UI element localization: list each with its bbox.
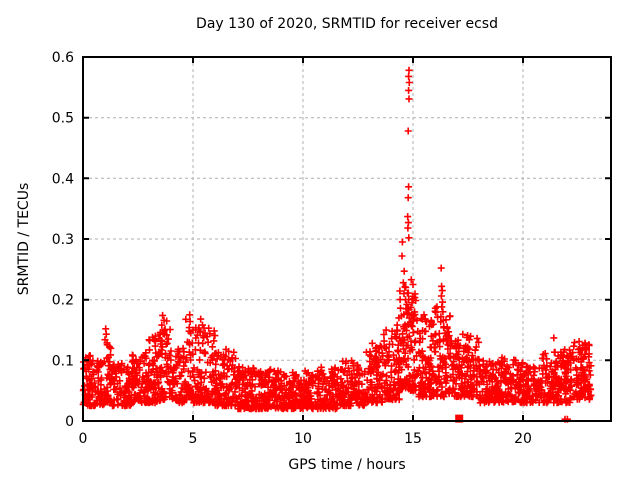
tick-labels: 0 5 10 15 20 0 0.1 0.2 0.3 0.4 0.5 0.6 bbox=[52, 50, 532, 447]
square-marker bbox=[455, 414, 464, 423]
svg-text:0: 0 bbox=[79, 431, 88, 447]
svg-text:5: 5 bbox=[189, 431, 198, 447]
svg-text:0.2: 0.2 bbox=[52, 293, 74, 309]
y-axis-label: SRMTID / TECUs bbox=[16, 182, 32, 296]
svg-text:0.3: 0.3 bbox=[52, 232, 74, 248]
svg-text:0.1: 0.1 bbox=[52, 353, 74, 369]
grid-lines bbox=[83, 57, 611, 421]
axis-ticks bbox=[82, 56, 611, 422]
svg-text:0: 0 bbox=[65, 414, 74, 430]
svg-text:10: 10 bbox=[294, 431, 312, 447]
svg-text:20: 20 bbox=[514, 431, 532, 447]
svg-text:0.5: 0.5 bbox=[52, 111, 74, 127]
svg-text:0.4: 0.4 bbox=[52, 171, 74, 187]
svg-text:0.6: 0.6 bbox=[52, 50, 74, 66]
chart-title: Day 130 of 2020, SRMTID for receiver ecs… bbox=[196, 16, 498, 32]
x-axis-label: GPS time / hours bbox=[288, 457, 406, 473]
svg-text:15: 15 bbox=[404, 431, 422, 447]
